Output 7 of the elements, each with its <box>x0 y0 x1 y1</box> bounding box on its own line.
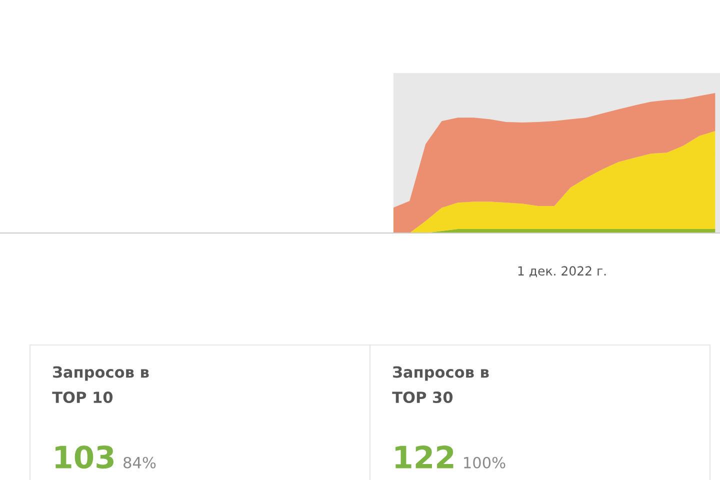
text: 84% <box>124 456 156 468</box>
text: Запросов в TOP 30 <box>392 366 489 404</box>
text: 1 дек. 2022 г. <box>518 266 606 278</box>
text: Запросов в TOP 10 <box>52 366 149 404</box>
text: 100% <box>464 456 506 468</box>
text: 122 <box>396 446 454 468</box>
text: 103 <box>56 446 114 469</box>
